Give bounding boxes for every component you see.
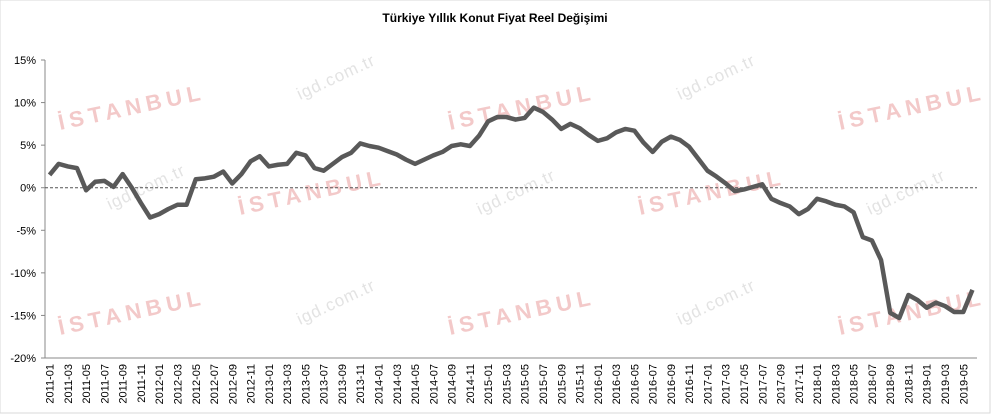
x-tick-label: 2016-03 bbox=[611, 364, 623, 404]
x-tick-label: 2018-05 bbox=[849, 364, 861, 404]
x-tick-label: 2016-07 bbox=[648, 364, 660, 404]
x-tick-label: 2016-05 bbox=[629, 364, 641, 404]
x-tick-label: 2014-11 bbox=[465, 364, 477, 404]
y-tick-label: -15% bbox=[10, 310, 36, 322]
x-tick-label: 2018-09 bbox=[885, 364, 897, 404]
x-tick-label: 2014-07 bbox=[428, 364, 440, 404]
x-tick-label: 2012-07 bbox=[209, 364, 221, 404]
x-tick-label: 2019-03 bbox=[940, 364, 952, 404]
y-tick-label: -5% bbox=[16, 225, 36, 237]
y-tick-label: 0% bbox=[20, 183, 36, 195]
x-tick-label: 2018-07 bbox=[867, 364, 879, 404]
x-tick-label: 2018-03 bbox=[830, 364, 842, 404]
y-tick-label: 5% bbox=[20, 140, 36, 152]
x-tick-label: 2016-01 bbox=[593, 364, 605, 404]
x-tick-label: 2018-01 bbox=[812, 364, 824, 404]
x-tick-label: 2013-09 bbox=[337, 364, 349, 404]
x-tick-label: 2014-01 bbox=[374, 364, 386, 404]
x-tick-label: 2017-11 bbox=[794, 364, 806, 404]
x-tick-label: 2011-11 bbox=[136, 364, 148, 403]
x-tick-label: 2013-07 bbox=[319, 364, 331, 404]
y-tick-label: -10% bbox=[10, 268, 36, 280]
x-tick-label: 2015-07 bbox=[538, 364, 550, 404]
x-tick-label: 2011-09 bbox=[118, 364, 130, 404]
x-tick-label: 2012-05 bbox=[191, 364, 203, 404]
x-tick-label: 2015-05 bbox=[520, 364, 532, 404]
y-tick-label: -20% bbox=[10, 353, 36, 365]
x-tick-label: 2011-01 bbox=[45, 364, 57, 404]
x-tick-label: 2012-01 bbox=[154, 364, 166, 404]
x-tick-label: 2014-03 bbox=[392, 364, 404, 404]
x-tick-label: 2016-11 bbox=[684, 364, 696, 404]
x-tick-label: 2013-11 bbox=[355, 364, 367, 404]
x-tick-label: 2019-05 bbox=[958, 364, 970, 404]
x-tick-label: 2012-09 bbox=[227, 364, 239, 404]
x-tick-label: 2013-01 bbox=[264, 364, 276, 404]
x-tick-label: 2015-09 bbox=[556, 364, 568, 404]
y-tick-label: 10% bbox=[14, 98, 36, 110]
x-tick-label: 2017-09 bbox=[776, 364, 788, 404]
x-tick-label: 2019-01 bbox=[922, 364, 934, 404]
x-tick-label: 2011-03 bbox=[63, 364, 75, 404]
x-tick-label: 2012-11 bbox=[246, 364, 258, 404]
x-tick-label: 2017-03 bbox=[721, 364, 733, 404]
x-tick-label: 2018-11 bbox=[903, 364, 915, 404]
y-tick-label: 15% bbox=[14, 55, 36, 67]
x-tick-label: 2012-03 bbox=[172, 364, 184, 404]
x-tick-label: 2017-01 bbox=[702, 364, 714, 404]
x-tick-label: 2016-09 bbox=[666, 364, 678, 404]
x-tick-label: 2013-05 bbox=[300, 364, 312, 404]
x-tick-label: 2011-05 bbox=[81, 364, 93, 404]
x-tick-label: 2015-01 bbox=[483, 364, 495, 404]
x-tick-label: 2014-09 bbox=[447, 364, 459, 404]
x-tick-label: 2017-07 bbox=[757, 364, 769, 404]
series-line bbox=[47, 105, 975, 321]
chart-title: Türkiye Yıllık Konut Fiyat Reel Değişimi bbox=[382, 11, 607, 25]
x-tick-label: 2013-03 bbox=[282, 364, 294, 404]
x-tick-label: 2011-07 bbox=[99, 364, 111, 404]
x-tick-label: 2015-03 bbox=[501, 364, 513, 404]
x-tick-label: 2015-11 bbox=[575, 364, 587, 404]
x-tick-label: 2014-05 bbox=[410, 364, 422, 404]
x-tick-label: 2017-05 bbox=[739, 364, 751, 404]
